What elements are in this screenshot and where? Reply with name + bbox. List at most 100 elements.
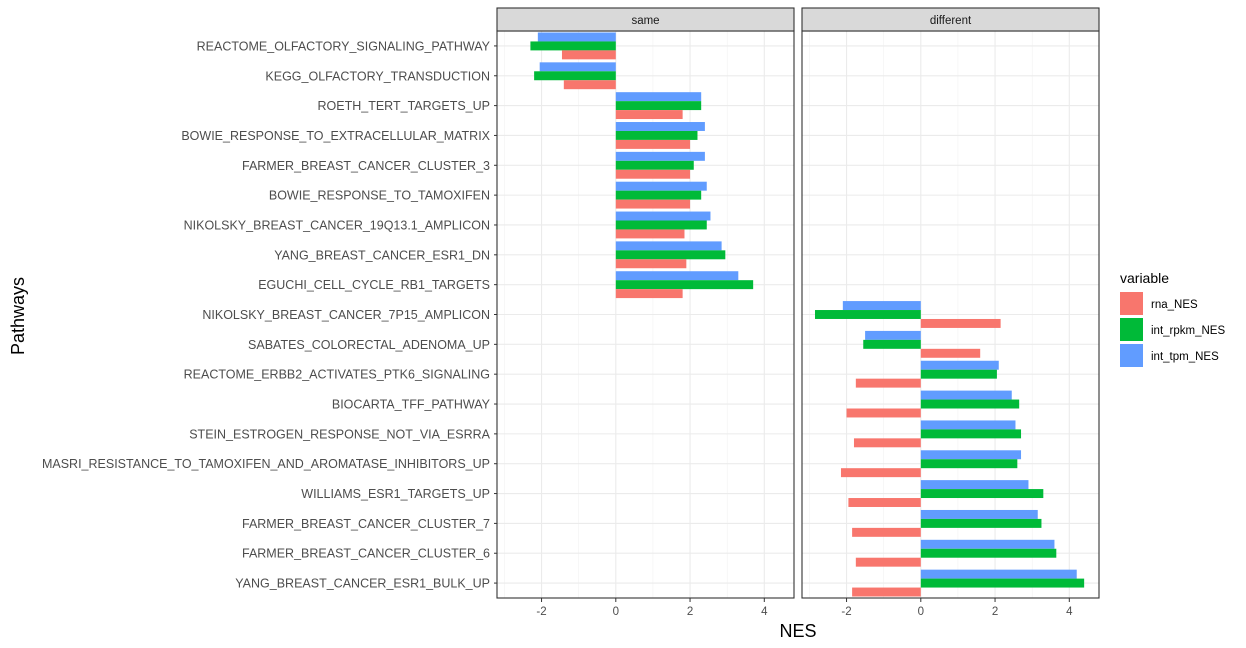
- bar-int_rpkm_NES: [920, 399, 1020, 409]
- y-tick-label: FARMER_BREAST_CANCER_CLUSTER_3: [242, 159, 490, 173]
- y-axis-title: Pathways: [8, 277, 28, 355]
- y-tick-label: MASRI_RESISTANCE_TO_TAMOXIFEN_AND_AROMAT…: [42, 457, 490, 471]
- bar-int_rpkm_NES: [920, 489, 1044, 499]
- facet-strip: [496, 7, 795, 32]
- bar-int_rpkm_NES: [615, 280, 754, 290]
- bar-rna_NES: [615, 259, 687, 269]
- bar-int_rpkm_NES: [863, 339, 921, 349]
- bar-int_tpm_NES: [920, 450, 1022, 460]
- bar-int_rpkm_NES: [920, 369, 997, 379]
- bar-rna_NES: [840, 468, 921, 478]
- facet-strip-label: different: [930, 15, 972, 27]
- x-tick-label: -2: [841, 606, 851, 618]
- bar-rna_NES: [920, 318, 1001, 328]
- x-tick-label: 2: [687, 606, 693, 618]
- facet-strip-label: same: [631, 15, 659, 27]
- bar-int_tpm_NES: [615, 181, 707, 191]
- facet-panel-different: different -2 0 2 4: [801, 7, 1100, 618]
- y-tick-label: SABATES_COLORECTAL_ADENOMA_UP: [248, 338, 490, 352]
- x-axis-title: NES: [779, 621, 816, 641]
- x-tick-label: -2: [536, 606, 546, 618]
- bar-int_rpkm_NES: [530, 41, 616, 51]
- bar-int_rpkm_NES: [615, 250, 726, 260]
- bar-rna_NES: [855, 378, 921, 388]
- x-tick-label: 4: [1066, 606, 1073, 618]
- bar-int_rpkm_NES: [814, 310, 921, 319]
- y-tick-label: NIKOLSKY_BREAST_CANCER_19Q13.1_AMPLICON: [184, 218, 490, 232]
- bar-int_rpkm_NES: [920, 548, 1057, 558]
- bar-rna_NES: [615, 139, 691, 149]
- bar-int_rpkm_NES: [615, 130, 698, 140]
- y-tick-label: WILLIAMS_ESR1_TARGETS_UP: [301, 487, 490, 501]
- y-tick-label: FARMER_BREAST_CANCER_CLUSTER_7: [242, 517, 490, 531]
- bar-int_tpm_NES: [920, 539, 1055, 549]
- bar-int_rpkm_NES: [615, 160, 694, 170]
- legend-swatch-int_rpkm_NES: [1120, 318, 1143, 341]
- bar-int_rpkm_NES: [615, 101, 702, 111]
- bar-int_tpm_NES: [615, 211, 711, 221]
- x-tick-label: 2: [992, 606, 998, 618]
- bar-rna_NES: [853, 438, 921, 448]
- x-tick-label: 0: [918, 606, 924, 618]
- legend-label: int_tpm_NES: [1151, 351, 1219, 363]
- bar-int_rpkm_NES: [920, 518, 1042, 528]
- bar-int_tpm_NES: [615, 241, 722, 251]
- y-tick-label: NIKOLSKY_BREAST_CANCER_7P15_AMPLICON: [202, 308, 490, 322]
- y-tick-label: EGUCHI_CELL_CYCLE_RB1_TARGETS: [258, 278, 490, 292]
- y-tick-label: REACTOME_ERBB2_ACTIVATES_PTK6_SIGNALING: [184, 368, 490, 382]
- bar-int_rpkm_NES: [920, 578, 1085, 588]
- bar-int_tpm_NES: [615, 122, 705, 131]
- bar-int_tpm_NES: [920, 480, 1029, 490]
- bar-int_tpm_NES: [615, 92, 702, 102]
- bar-int_rpkm_NES: [615, 220, 707, 230]
- bar-int_rpkm_NES: [920, 459, 1018, 469]
- bar-rna_NES: [615, 199, 691, 209]
- y-tick-label: STEIN_ESTROGEN_RESPONSE_NOT_VIA_ESRRA: [189, 427, 490, 441]
- legend: variable rna_NES int_rpkm_NES int_tpm_NES: [1120, 270, 1225, 367]
- bar-rna_NES: [615, 169, 691, 179]
- y-tick-label: YANG_BREAST_CANCER_ESR1_BULK_UP: [235, 577, 490, 591]
- legend-label: rna_NES: [1151, 299, 1198, 311]
- bar-rna_NES: [855, 557, 921, 567]
- facet-strip: [801, 7, 1100, 32]
- legend-swatch-rna_NES: [1120, 292, 1143, 315]
- bar-rna_NES: [615, 110, 683, 120]
- x-tick-label: 4: [761, 606, 768, 618]
- bar-rna_NES: [846, 408, 921, 418]
- bar-int_tpm_NES: [615, 151, 705, 161]
- bar-rna_NES: [615, 229, 685, 239]
- y-tick-label: BOWIE_RESPONSE_TO_TAMOXIFEN: [269, 189, 490, 203]
- y-tick-label: BOWIE_RESPONSE_TO_EXTRACELLULAR_MATRIX: [181, 129, 490, 143]
- bar-int_tpm_NES: [920, 420, 1016, 430]
- bar-rna_NES: [920, 348, 981, 358]
- bar-rna_NES: [615, 289, 683, 299]
- y-tick-label: REACTOME_OLFACTORY_SIGNALING_PATHWAY: [197, 39, 491, 53]
- bar-int_rpkm_NES: [534, 71, 616, 81]
- bar-int_tpm_NES: [615, 271, 739, 281]
- y-tick-label: KEGG_OLFACTORY_TRANSDUCTION: [265, 69, 490, 83]
- y-tick-label: ROETH_TERT_TARGETS_UP: [318, 99, 491, 113]
- y-tick-label: YANG_BREAST_CANCER_ESR1_DN: [274, 248, 490, 262]
- bar-rna_NES: [852, 527, 921, 537]
- bar-rna_NES: [848, 498, 921, 507]
- legend-swatch-int_tpm_NES: [1120, 344, 1143, 367]
- bar-rna_NES: [852, 587, 921, 597]
- y-tick-label: BIOCARTA_TFF_PATHWAY: [332, 398, 491, 412]
- bar-int_tpm_NES: [920, 569, 1077, 579]
- legend-title: variable: [1120, 270, 1169, 286]
- y-tick-label: FARMER_BREAST_CANCER_CLUSTER_6: [242, 547, 490, 561]
- bar-rna_NES: [563, 80, 616, 90]
- bar-int_rpkm_NES: [615, 190, 702, 200]
- bar-rna_NES: [561, 50, 616, 60]
- x-tick-label: 0: [613, 606, 619, 618]
- bar-int_tpm_NES: [920, 360, 999, 370]
- facet-panel-same: same -2 0 2 4: [496, 7, 795, 618]
- bar-int_tpm_NES: [842, 301, 921, 311]
- bar-int_tpm_NES: [920, 390, 1012, 400]
- bar-int_rpkm_NES: [920, 429, 1022, 439]
- bar-int_tpm_NES: [920, 509, 1038, 519]
- bar-int_tpm_NES: [537, 32, 616, 42]
- bar-int_tpm_NES: [539, 62, 616, 72]
